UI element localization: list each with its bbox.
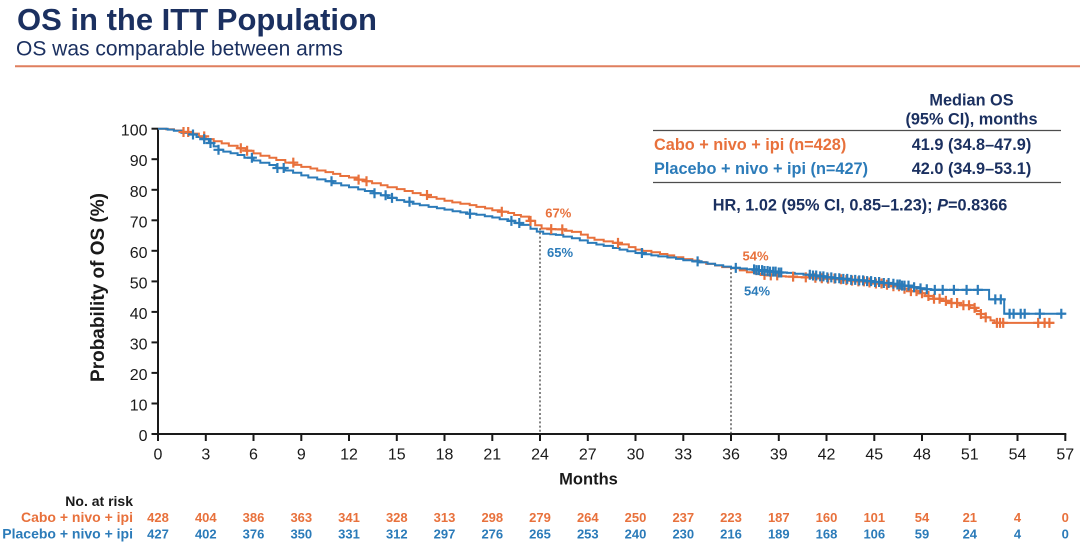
svg-text:428: 428 [147,510,169,525]
svg-text:328: 328 [386,510,408,525]
svg-text:45: 45 [865,447,883,464]
svg-text:54: 54 [915,510,930,525]
svg-text:6: 6 [249,447,258,464]
svg-text:230: 230 [672,527,694,542]
svg-text:36: 36 [722,447,740,464]
svg-text:298: 298 [481,510,503,525]
svg-text:240: 240 [625,527,647,542]
svg-text:67%: 67% [545,205,571,220]
svg-text:20: 20 [130,367,148,384]
svg-text:Cabo + nivo + ipi (n=428): Cabo + nivo + ipi (n=428) [654,136,846,154]
svg-text:39: 39 [770,447,788,464]
svg-text:60: 60 [130,245,148,262]
svg-text:48: 48 [913,447,931,464]
svg-text:30: 30 [627,447,645,464]
svg-text:No. at risk: No. at risk [65,493,133,509]
svg-text:59: 59 [915,527,929,542]
svg-text:313: 313 [434,510,456,525]
svg-text:276: 276 [481,527,503,542]
svg-text:21: 21 [483,447,501,464]
svg-text:9: 9 [297,447,306,464]
svg-text:80: 80 [130,184,148,201]
svg-text:Median OS: Median OS [929,92,1013,110]
svg-text:376: 376 [243,527,265,542]
svg-text:40: 40 [130,306,148,323]
svg-text:250: 250 [625,510,647,525]
svg-text:101: 101 [863,510,885,525]
svg-text:41.9 (34.8–47.9): 41.9 (34.8–47.9) [912,136,1032,154]
svg-text:Placebo + nivo + ipi (n=427): Placebo + nivo + ipi (n=427) [654,160,868,178]
svg-text:350: 350 [290,527,312,542]
svg-text:27: 27 [579,447,597,464]
svg-text:15: 15 [388,447,406,464]
svg-text:265: 265 [529,527,551,542]
svg-text:OS was comparable between arms: OS was comparable between arms [16,37,343,60]
svg-text:24: 24 [963,527,978,542]
svg-text:30: 30 [130,336,148,353]
svg-text:216: 216 [720,527,742,542]
svg-text:189: 189 [768,527,790,542]
svg-text:386: 386 [243,510,265,525]
svg-text:Placebo + nivo + ipi: Placebo + nivo + ipi [2,526,133,542]
svg-text:427: 427 [147,527,169,542]
svg-text:24: 24 [531,447,549,464]
svg-text:Probability of OS (%): Probability of OS (%) [88,193,109,382]
svg-text:0: 0 [1062,510,1069,525]
svg-text:10: 10 [130,398,148,415]
svg-text:54: 54 [1009,447,1027,464]
svg-text:18: 18 [436,447,454,464]
svg-text:0: 0 [1062,527,1069,542]
svg-text:0: 0 [154,447,163,464]
svg-text:253: 253 [577,527,599,542]
svg-text:65%: 65% [547,245,573,260]
svg-text:12: 12 [340,447,358,464]
svg-text:3: 3 [201,447,210,464]
svg-text:237: 237 [672,510,694,525]
svg-text:70: 70 [130,214,148,231]
svg-text:341: 341 [338,510,360,525]
svg-text:106: 106 [863,527,885,542]
svg-text:OS in the ITT Population: OS in the ITT Population [17,2,377,37]
svg-text:HR, 1.02 (95% CI, 0.85–1.23);: HR, 1.02 (95% CI, 0.85–1.23); P=0.8366 [713,197,1008,215]
svg-text:Cabo + nivo + ipi: Cabo + nivo + ipi [21,509,133,525]
svg-text:223: 223 [720,510,742,525]
svg-text:42: 42 [818,447,836,464]
svg-text:160: 160 [816,510,838,525]
svg-text:54%: 54% [742,248,768,263]
svg-text:90: 90 [130,153,148,170]
svg-text:51: 51 [961,447,979,464]
svg-text:363: 363 [290,510,312,525]
svg-text:50: 50 [130,275,148,292]
svg-text:404: 404 [195,510,217,525]
svg-text:57: 57 [1056,447,1074,464]
svg-text:187: 187 [768,510,790,525]
svg-text:0: 0 [139,428,148,445]
svg-text:100: 100 [121,123,148,140]
svg-text:264: 264 [577,510,599,525]
svg-text:Months: Months [559,470,618,488]
svg-text:331: 331 [338,527,360,542]
svg-text:297: 297 [434,527,456,542]
svg-text:21: 21 [963,510,977,525]
svg-text:4: 4 [1014,510,1022,525]
svg-text:402: 402 [195,527,217,542]
svg-text:33: 33 [674,447,692,464]
svg-text:168: 168 [816,527,838,542]
svg-text:(95% CI), months: (95% CI), months [905,111,1037,129]
svg-text:279: 279 [529,510,551,525]
svg-text:312: 312 [386,527,408,542]
svg-text:42.0 (34.9–53.1): 42.0 (34.9–53.1) [912,160,1032,178]
svg-text:54%: 54% [744,284,770,299]
svg-text:4: 4 [1014,527,1022,542]
